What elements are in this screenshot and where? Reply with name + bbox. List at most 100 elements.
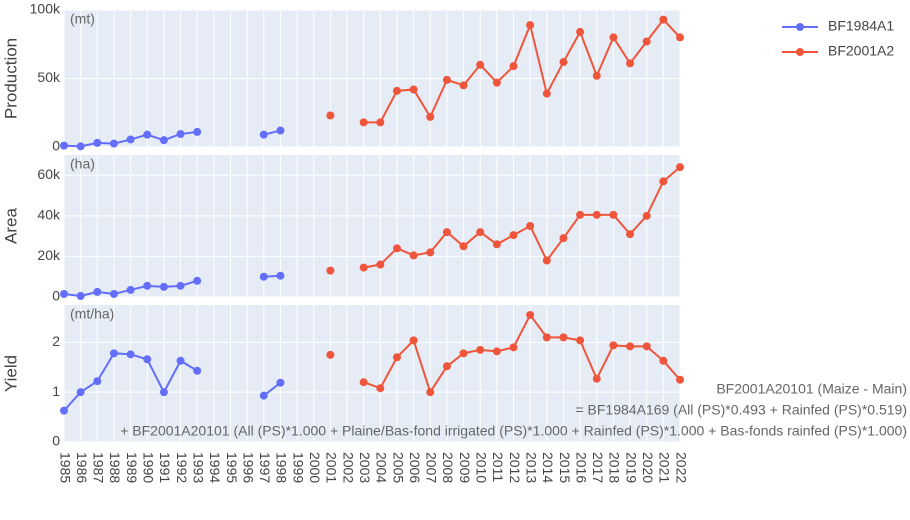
- plot-area: [64, 305, 680, 442]
- y-axis-label: Production: [1, 38, 20, 119]
- data-point: [176, 356, 185, 365]
- data-point: [276, 271, 285, 280]
- legend-label: BF2001A2: [828, 43, 894, 59]
- data-point: [526, 21, 535, 30]
- y-tick-label: 2: [52, 333, 60, 349]
- data-point: [109, 139, 118, 148]
- y-tick-label: 60k: [37, 166, 61, 182]
- data-point: [592, 210, 601, 219]
- annotation: BF2001A20101 (Maize - Main): [716, 381, 907, 397]
- x-tick-label: 1996: [240, 452, 256, 483]
- data-point: [592, 374, 601, 383]
- data-point: [176, 129, 185, 138]
- data-point: [442, 228, 451, 237]
- legend-marker: [796, 23, 804, 31]
- data-point: [326, 350, 335, 359]
- data-point: [60, 141, 68, 150]
- data-point: [143, 355, 152, 364]
- data-point: [642, 211, 651, 220]
- data-point: [659, 177, 668, 186]
- data-point: [159, 388, 168, 397]
- x-tick-label: 1997: [257, 452, 273, 483]
- x-tick-label: 2003: [357, 452, 373, 483]
- y-tick-label: 50k: [37, 69, 61, 85]
- y-tick-label: 40k: [37, 207, 61, 223]
- data-point: [376, 384, 385, 393]
- x-tick-label: 2008: [440, 452, 456, 483]
- data-point: [626, 342, 635, 351]
- data-point: [609, 341, 618, 350]
- y-tick-label: 100k: [30, 1, 61, 17]
- data-point: [326, 266, 335, 275]
- data-point: [576, 336, 585, 345]
- data-point: [109, 289, 118, 298]
- y-axis-label: Yield: [1, 355, 20, 392]
- x-tick-label: 2006: [407, 452, 423, 483]
- data-point: [143, 281, 152, 290]
- data-point: [492, 240, 501, 249]
- x-tick-label: 1989: [124, 452, 140, 483]
- data-point: [359, 263, 368, 272]
- x-tick-label: 1993: [190, 452, 206, 483]
- data-point: [592, 71, 601, 80]
- data-point: [76, 291, 85, 300]
- data-point: [542, 256, 551, 265]
- data-point: [676, 163, 684, 172]
- data-point: [326, 111, 335, 120]
- data-point: [576, 27, 585, 36]
- data-point: [492, 347, 501, 356]
- data-point: [426, 388, 435, 397]
- x-tick-label: 2019: [623, 452, 639, 483]
- data-point: [93, 138, 102, 147]
- data-point: [442, 75, 451, 84]
- y-tick-label: 0: [52, 138, 60, 154]
- annotation: = BF1984A169 (All (PS)*0.493 + Rainfed (…: [575, 402, 907, 418]
- data-point: [392, 353, 401, 362]
- data-point: [609, 210, 618, 219]
- data-point: [109, 349, 118, 358]
- data-point: [576, 210, 585, 219]
- data-point: [93, 377, 102, 386]
- data-point: [376, 118, 385, 127]
- x-tick-label: 2017: [590, 452, 606, 483]
- data-point: [259, 272, 268, 281]
- data-point: [426, 112, 435, 121]
- data-point: [143, 130, 152, 139]
- data-point: [476, 228, 485, 237]
- x-tick-label: 2002: [340, 452, 356, 483]
- data-point: [126, 135, 135, 144]
- x-tick-label: 2001: [324, 452, 340, 483]
- x-tick-label: 2020: [640, 452, 656, 483]
- x-tick-label: 2018: [607, 452, 623, 483]
- data-point: [409, 251, 418, 260]
- data-point: [609, 33, 618, 42]
- data-point: [392, 86, 401, 95]
- data-point: [659, 15, 668, 24]
- data-point: [459, 81, 468, 90]
- data-point: [76, 142, 85, 151]
- x-tick-label: 2007: [424, 452, 440, 483]
- data-point: [276, 378, 285, 387]
- y-tick-label: 20k: [37, 247, 61, 263]
- data-point: [359, 378, 368, 387]
- data-point: [126, 350, 135, 359]
- x-tick-label: 1998: [274, 452, 290, 483]
- data-point: [542, 89, 551, 98]
- data-point: [676, 33, 684, 42]
- x-tick-label: 2016: [573, 452, 589, 483]
- x-tick-label: 1994: [207, 452, 223, 483]
- data-point: [509, 231, 518, 240]
- x-tick-label: 2010: [474, 452, 490, 483]
- x-tick-label: 1988: [107, 452, 123, 483]
- data-point: [459, 349, 468, 358]
- data-point: [193, 366, 202, 375]
- x-tick-label: 2011: [490, 452, 506, 482]
- series-line: [363, 18, 681, 124]
- x-tick-label: 1992: [174, 452, 190, 483]
- data-point: [642, 37, 651, 46]
- data-point: [93, 287, 102, 296]
- x-tick-label: 2004: [374, 452, 390, 483]
- unit-label: (ha): [70, 156, 95, 172]
- legend-label: BF1984A1: [828, 18, 894, 34]
